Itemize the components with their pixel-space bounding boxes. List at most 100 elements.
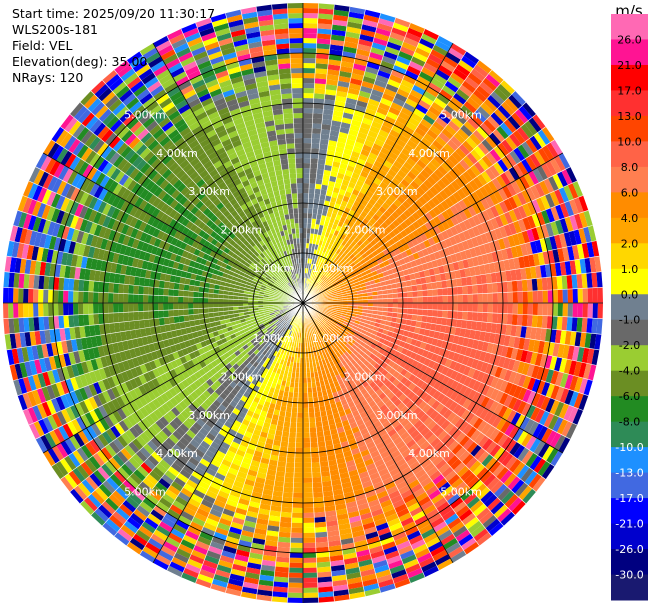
ray-bin (355, 252, 362, 259)
ray-bin (405, 196, 415, 206)
ray-bin (307, 218, 312, 224)
ray-bin (363, 112, 375, 121)
ray-bin (403, 187, 413, 197)
ray-bin (412, 51, 428, 63)
ray-bin (303, 123, 313, 129)
ray-bin (308, 203, 314, 209)
ray-bin (466, 152, 478, 165)
ray-bin (350, 119, 362, 128)
ray-bin (345, 202, 353, 210)
ray-bin (359, 236, 367, 243)
ray-bin (476, 85, 491, 99)
ray-bin (365, 66, 379, 75)
ray-bin (335, 254, 341, 261)
ray-bin (375, 74, 389, 84)
ray-bin (322, 174, 330, 181)
ray-bin (318, 267, 323, 273)
ray-bin (323, 99, 336, 106)
ray-bin (425, 189, 436, 200)
ray-bin (346, 231, 353, 239)
ray-bin (430, 77, 445, 90)
ray-bin (313, 198, 320, 205)
ray-bin (317, 278, 322, 284)
ray-bin (331, 29, 346, 37)
ray-bin (321, 210, 328, 217)
ray-bin (312, 275, 316, 281)
ray-bin (328, 201, 336, 208)
ray-bin (323, 277, 328, 282)
ray-bin (376, 22, 393, 32)
ray-bin (400, 178, 411, 188)
ray-bin (309, 279, 312, 285)
ray-bin (313, 103, 324, 110)
ray-bin (457, 108, 471, 121)
ray-bin (425, 110, 439, 121)
ray-bin (388, 194, 397, 203)
ray-bin (423, 28, 440, 41)
ray-bin (319, 256, 324, 262)
ppi-plot: 1.00km2.00km3.00km4.00km5.00km1.00km2.00… (3, 3, 603, 603)
ray-bin (411, 131, 424, 142)
ray-bin (460, 104, 474, 118)
ray-bin (303, 188, 309, 194)
ray-bin (307, 213, 313, 219)
ray-bin (343, 254, 349, 261)
ray-bin (408, 22, 425, 34)
ray-bin (310, 274, 314, 280)
ray-bin (343, 235, 350, 243)
ray-bin (349, 177, 358, 185)
ray-bin (470, 149, 482, 162)
ray-bin (350, 234, 357, 241)
ray-bin (387, 214, 396, 223)
ray-bin (303, 33, 318, 39)
ray-bin (333, 105, 345, 113)
elevation-text: Elevation(deg): 35.00 (12, 54, 148, 69)
ray-bin (343, 262, 350, 269)
ray-bin (410, 180, 420, 190)
ray-bin (325, 259, 331, 266)
ray-bin (403, 209, 412, 218)
ray-bin (303, 18, 318, 24)
ray-bin (358, 38, 373, 47)
ray-bin (303, 263, 306, 268)
ray-bin (337, 256, 344, 263)
ray-bin (453, 132, 466, 144)
ray-bin (428, 143, 441, 155)
ray-bin (358, 90, 371, 99)
ray-bin (373, 160, 383, 169)
ray-bin (440, 60, 456, 73)
ray-bin (329, 130, 340, 137)
ray-bin (327, 243, 333, 250)
ray-bin (392, 64, 407, 75)
ray-bin (312, 287, 317, 292)
ray-bin (444, 104, 458, 117)
ray-bin (347, 134, 358, 142)
ray-bin (344, 169, 354, 177)
ray-bin (392, 97, 406, 107)
ray-bin (359, 242, 367, 250)
ray-bin (394, 207, 404, 216)
ray-bin (356, 233, 364, 240)
ray-bin (327, 64, 341, 71)
ray-bin (317, 163, 325, 170)
ray-bin (413, 108, 426, 119)
ray-bin (479, 122, 493, 136)
ray-bin (346, 186, 354, 194)
ray-bin (316, 255, 321, 261)
ray-bin (389, 31, 406, 42)
ray-bin (438, 112, 451, 125)
ray-bin (377, 70, 391, 79)
ray-bin (319, 138, 329, 145)
ray-bin (455, 162, 467, 174)
ray-bin (303, 233, 307, 239)
ray-bin (463, 100, 477, 114)
ray-bin (403, 143, 415, 154)
ray-bin (347, 181, 356, 189)
ray-bin (465, 136, 478, 150)
ray-bin (454, 112, 467, 125)
ray-bin (383, 51, 398, 61)
ray-bin (325, 271, 330, 277)
ray-bin (303, 218, 308, 224)
ray-bin (330, 277, 336, 283)
ray-bin (409, 135, 421, 146)
